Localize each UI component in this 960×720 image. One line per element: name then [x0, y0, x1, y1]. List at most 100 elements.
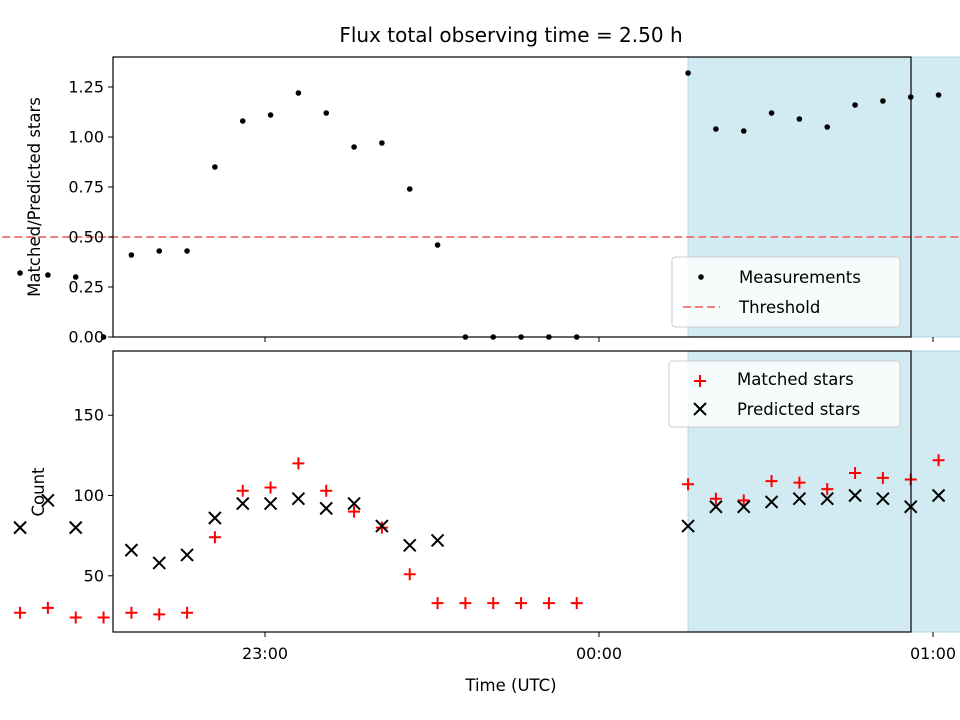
- measurement-point: [852, 102, 858, 108]
- matched-star-point: [348, 505, 361, 518]
- matched-star-point: [264, 481, 277, 494]
- y-tick-label: 1.25: [68, 78, 104, 97]
- predicted-star-point: [347, 496, 361, 511]
- legend-predicted-label: Predicted stars: [737, 400, 860, 419]
- predicted-star-point: [41, 493, 55, 508]
- measurement-point: [434, 242, 441, 248]
- predicted-star-point: [319, 501, 333, 516]
- measurement-point: [323, 110, 330, 116]
- measurement-point: [212, 164, 218, 170]
- matched-star-point: [709, 492, 722, 505]
- x-tick-label: 01:00: [910, 644, 956, 663]
- matched-star-point: [97, 611, 110, 624]
- measurement-point: [351, 144, 357, 150]
- measurement-point: [239, 118, 246, 124]
- predicted-star-point: [931, 488, 946, 503]
- measurement-point: [824, 124, 831, 130]
- measurement-point: [406, 186, 413, 192]
- x-axis-label: Time (UTC): [464, 676, 556, 695]
- measurement-point: [17, 270, 23, 276]
- matched-star-point: [849, 467, 862, 480]
- predicted-star-point: [13, 520, 27, 535]
- measurement-point: [379, 140, 385, 146]
- predicted-star-point: [709, 500, 723, 514]
- matched-star-point: [181, 606, 194, 619]
- measurement-point: [45, 272, 51, 278]
- matched-star-point: [208, 531, 221, 544]
- predicted-star-point: [69, 520, 83, 535]
- matched-star-point: [153, 608, 166, 621]
- matched-star-point: [542, 597, 555, 610]
- chart-title: Flux total observing time = 2.50 h: [339, 23, 682, 47]
- measurement-point: [295, 90, 302, 96]
- y-tick-label: 150: [73, 406, 104, 425]
- measurement-point: [740, 128, 747, 134]
- predicted-star-point: [375, 519, 389, 533]
- measurement-point: [128, 252, 135, 258]
- matched-star-point: [403, 568, 416, 581]
- predicted-star-point: [876, 492, 890, 506]
- measurement-point: [713, 126, 719, 132]
- legend-predicted-marker: [693, 402, 707, 416]
- predicted-star-point: [152, 556, 166, 570]
- measurement-point: [156, 248, 163, 254]
- matched-star-point: [932, 454, 945, 467]
- measurement-point: [184, 248, 190, 254]
- predicted-star-point: [681, 519, 695, 533]
- predicted-star-point: [124, 543, 139, 557]
- predicted-star-point: [430, 533, 445, 548]
- y-tick-label: 1.00: [68, 128, 104, 147]
- measurement-point: [768, 110, 775, 116]
- predicted-star-point: [764, 495, 779, 509]
- measurement-point: [100, 334, 107, 340]
- matched-star-point: [431, 597, 444, 610]
- matched-star-point: [292, 457, 305, 470]
- matched-star-point: [487, 597, 500, 610]
- matched-star-point: [236, 484, 249, 497]
- matched-star-point: [320, 484, 333, 497]
- bottom-legend: Matched stars Predicted stars: [668, 360, 901, 428]
- matched-star-point: [459, 597, 472, 610]
- measurement-point: [880, 98, 886, 104]
- predicted-star-point: [180, 548, 194, 562]
- x-tick-label: 00:00: [576, 644, 622, 663]
- matched-star-point: [737, 494, 750, 507]
- top-axes-frame: [112, 56, 912, 338]
- measurement-point: [267, 112, 274, 118]
- predicted-star-point: [848, 488, 862, 503]
- matched-star-point: [793, 476, 806, 489]
- legend-matched-label: Matched stars: [737, 370, 854, 389]
- panel-ratio: 0.00 0.25 0.50 0.75 1.00 1.25 Matched/Predict…: [0, 56, 960, 347]
- matched-star-point: [515, 597, 528, 610]
- predicted-star-point: [236, 496, 250, 511]
- predicted-star-point: [403, 538, 417, 552]
- matched-star-point: [69, 611, 82, 624]
- predicted-star-point: [263, 496, 278, 511]
- legend-measurement-marker: [698, 274, 704, 280]
- top-legend: Measurements Threshold: [671, 256, 901, 328]
- legend-threshold-label: Threshold: [738, 298, 820, 317]
- matched-star-point: [876, 471, 889, 484]
- bottom-ylabel: Count: [29, 467, 48, 517]
- matched-star-point: [375, 521, 388, 534]
- legend-measurements-label: Measurements: [739, 268, 861, 287]
- predicted-star-point: [737, 500, 751, 514]
- x-tick-label: 23:00: [242, 644, 288, 663]
- matched-star-point: [821, 483, 834, 496]
- predicted-star-point: [291, 492, 306, 506]
- legend-matched-marker: [694, 375, 706, 387]
- y-tick-label: 50: [84, 566, 104, 585]
- measurement-point: [72, 274, 79, 280]
- y-tick-label: 100: [73, 486, 104, 505]
- matched-star-point: [682, 478, 695, 491]
- measurement-point: [685, 70, 691, 76]
- matched-star-point: [41, 601, 54, 614]
- measurement-point: [796, 116, 803, 122]
- y-tick-label: 0.00: [68, 328, 104, 347]
- predicted-star-point: [792, 492, 807, 506]
- y-tick-label: 0.50: [68, 228, 104, 247]
- y-tick-label: 0.25: [68, 278, 104, 297]
- matched-star-point: [125, 606, 138, 619]
